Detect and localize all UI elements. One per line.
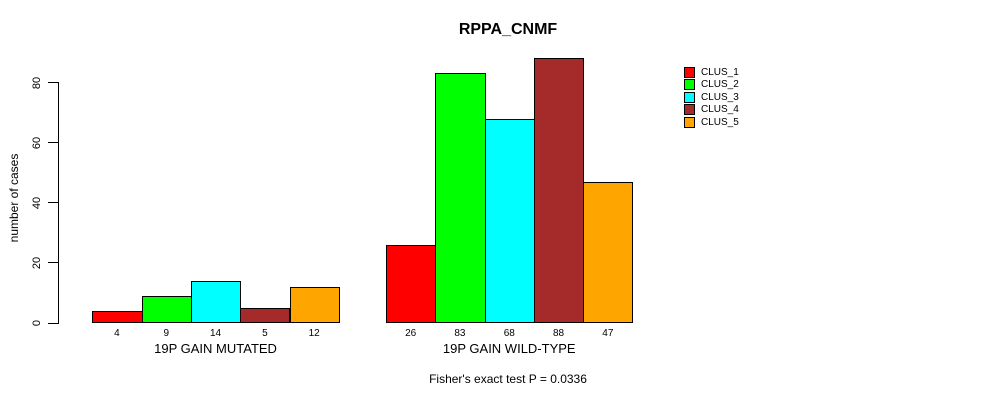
y-axis-tick [48, 262, 58, 264]
chart-title: RPPA_CNMF [458, 21, 558, 38]
legend-color-swatch-clus_5 [684, 116, 695, 128]
x-axis-category-label: 19P GAIN WILD-TYPE [442, 341, 576, 356]
bar-value-label: 12 [308, 328, 320, 339]
legend-item: CLUS_1 [684, 66, 739, 79]
legend-item: CLUS_2 [684, 79, 739, 92]
legend-item-label: CLUS_4 [701, 104, 739, 116]
y-axis-line [58, 82, 59, 324]
y-axis-tick-label: 80 [31, 76, 43, 89]
bar-clus_4-group2 [533, 58, 585, 323]
bar-clus_2-group2 [435, 73, 486, 323]
y-axis-tick-label: 20 [31, 256, 43, 269]
fisher-test-annotation: Fisher's exact test P = 0.0336 [429, 372, 587, 386]
bar-clus_3-group1 [190, 280, 242, 323]
bar-clus_3-group2 [484, 118, 535, 323]
legend-item-label: CLUS_3 [701, 91, 739, 103]
legend-color-swatch-clus_2 [684, 79, 695, 91]
bar-value-label: 9 [163, 328, 170, 339]
y-axis-tick-label: 40 [31, 196, 43, 209]
bar-clus_1-group1 [92, 310, 143, 323]
legend-item: CLUS_3 [684, 91, 739, 104]
y-axis-tick [48, 82, 58, 83]
bar-value-label: 68 [503, 328, 515, 339]
bar-value-label: 83 [454, 328, 466, 339]
bar-clus_1-group2 [386, 244, 437, 323]
bar-clus_4-group1 [240, 307, 291, 323]
bar-clus_2-group1 [141, 295, 192, 323]
y-axis-label: number of cases [7, 153, 21, 243]
y-axis-tick-label: 60 [31, 136, 43, 149]
bar-clus_5-group2 [583, 181, 634, 323]
bar-value-label: 14 [209, 328, 222, 339]
bar-clus_5-group1 [289, 286, 340, 323]
bar-value-label: 26 [405, 328, 417, 339]
y-axis-tick-label: 0 [31, 319, 43, 327]
y-axis-tick [48, 322, 58, 324]
legend-color-swatch-clus_3 [684, 91, 695, 103]
bar-value-label: 4 [114, 328, 120, 339]
legend-item-label: CLUS_5 [701, 116, 739, 128]
bar-value-label: 47 [602, 328, 614, 339]
legend-item-label: CLUS_1 [701, 66, 739, 78]
legend-item: CLUS_5 [684, 116, 739, 129]
legend-item-label: CLUS_2 [701, 79, 739, 91]
legend-color-swatch-clus_1 [684, 66, 695, 78]
y-axis-tick [48, 142, 58, 144]
y-axis-tick [48, 202, 58, 204]
bar-value-label: 5 [262, 328, 268, 339]
legend: CLUS_1 CLUS_2 CLUS_3 CLUS_4 CLUS_5 [684, 66, 739, 129]
legend-color-swatch-clus_4 [684, 104, 695, 116]
x-axis-category-label: 19P GAIN MUTATED [154, 341, 277, 356]
legend-item: CLUS_4 [684, 104, 739, 117]
bar-value-label: 88 [552, 328, 565, 339]
